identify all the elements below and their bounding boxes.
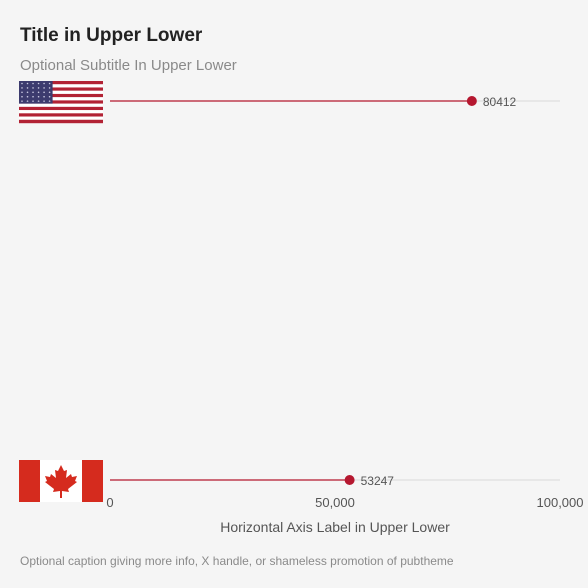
- x-tick-label: 100,000: [537, 495, 584, 510]
- x-tick-label: 0: [106, 495, 113, 510]
- chart-caption: Optional caption giving more info, X han…: [20, 554, 454, 568]
- lollipop-point: [345, 475, 355, 485]
- value-label: 80412: [483, 95, 517, 109]
- lollipop-point: [467, 96, 477, 106]
- us-flag-icon: [19, 81, 103, 123]
- value-label: 53247: [361, 474, 395, 488]
- canada-flag-icon: [19, 460, 103, 502]
- x-tick-label: 50,000: [315, 495, 355, 510]
- x-axis-label: Horizontal Axis Label in Upper Lower: [220, 519, 450, 535]
